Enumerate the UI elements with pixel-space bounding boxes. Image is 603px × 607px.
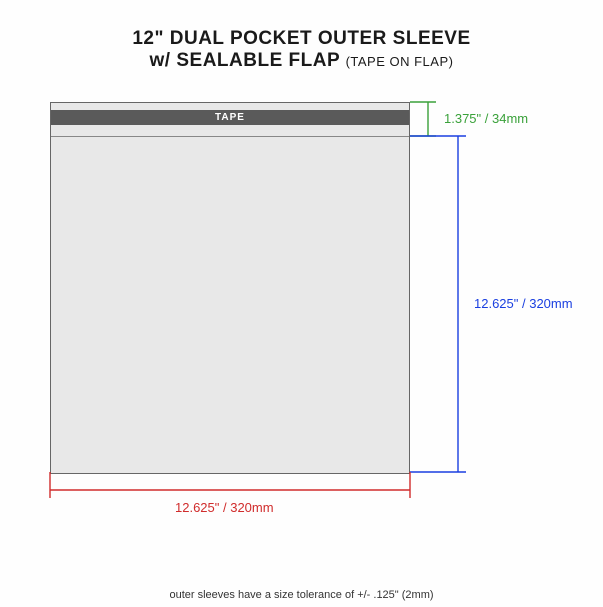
dimension-lines <box>50 102 553 532</box>
title-line-2: w/ SEALABLE FLAP (TAPE ON FLAP) <box>0 50 603 72</box>
title-line-2-note: (TAPE ON FLAP) <box>346 54 454 69</box>
diagram: TAPE 1.375" / 34mm 12.625" / 320mm 12.62… <box>50 102 553 582</box>
title-block: 12" DUAL POCKET OUTER SLEEVE w/ SEALABLE… <box>0 0 603 72</box>
title-line-2-bold: w/ SEALABLE FLAP <box>150 50 340 71</box>
footnote: outer sleeves have a size tolerance of +… <box>0 589 603 601</box>
dim-label-body-height: 12.625" / 320mm <box>474 296 573 311</box>
dim-label-flap-height: 1.375" / 34mm <box>444 111 528 126</box>
dim-label-width: 12.625" / 320mm <box>175 500 274 515</box>
title-line-1: 12" DUAL POCKET OUTER SLEEVE <box>0 28 603 50</box>
